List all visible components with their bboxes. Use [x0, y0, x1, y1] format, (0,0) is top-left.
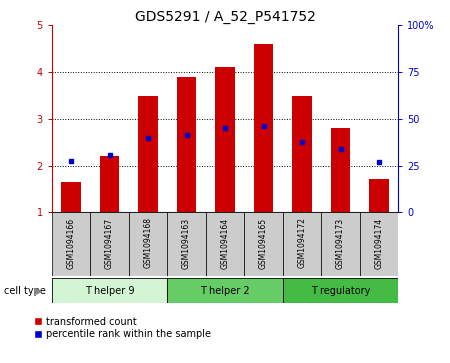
Bar — [283, 278, 398, 303]
Bar — [61, 182, 81, 212]
Legend: transformed count, percentile rank within the sample: transformed count, percentile rank withi… — [34, 317, 211, 339]
Bar — [52, 212, 90, 276]
Bar — [167, 212, 206, 276]
Text: GSM1094167: GSM1094167 — [105, 217, 114, 269]
Text: T helper 2: T helper 2 — [200, 286, 250, 296]
Bar — [139, 95, 158, 212]
Text: GSM1094164: GSM1094164 — [220, 217, 230, 269]
Bar — [331, 128, 350, 212]
Bar — [321, 212, 360, 276]
Text: GSM1094173: GSM1094173 — [336, 217, 345, 269]
Bar — [283, 212, 321, 276]
Bar — [360, 212, 398, 276]
Bar — [177, 77, 196, 212]
Title: GDS5291 / A_52_P541752: GDS5291 / A_52_P541752 — [135, 11, 315, 24]
Bar — [292, 97, 311, 212]
Bar — [90, 212, 129, 276]
Text: T helper 9: T helper 9 — [85, 286, 134, 296]
Bar — [167, 278, 283, 303]
Text: GSM1094174: GSM1094174 — [374, 217, 383, 269]
Bar — [52, 278, 167, 303]
Bar — [244, 212, 283, 276]
Text: GSM1094172: GSM1094172 — [297, 217, 306, 268]
Bar — [129, 212, 167, 276]
Text: GSM1094168: GSM1094168 — [144, 217, 153, 268]
Bar — [369, 179, 389, 212]
Text: cell type: cell type — [4, 286, 46, 296]
Text: GSM1094163: GSM1094163 — [182, 217, 191, 269]
Bar — [216, 68, 234, 212]
Bar — [206, 212, 244, 276]
Bar — [100, 156, 119, 212]
Text: ▶: ▶ — [35, 286, 43, 296]
Text: GSM1094166: GSM1094166 — [67, 217, 76, 269]
Text: T regulatory: T regulatory — [311, 286, 370, 296]
Text: GSM1094165: GSM1094165 — [259, 217, 268, 269]
Bar — [254, 44, 273, 212]
